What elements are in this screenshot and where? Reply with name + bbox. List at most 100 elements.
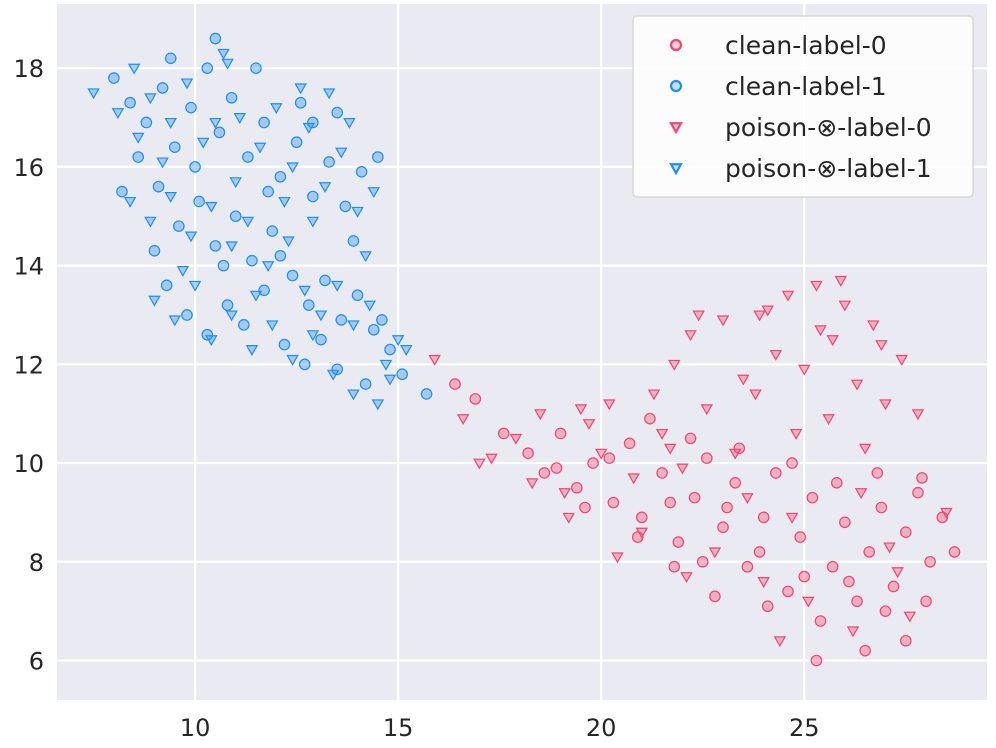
scatter-point-circle — [250, 62, 262, 74]
scatter-point-circle — [168, 141, 181, 153]
scatter-point-circle — [217, 259, 230, 272]
scatter-point-circle — [579, 501, 591, 514]
scatter-point-circle — [164, 52, 177, 65]
scatter-point-triangle — [728, 448, 742, 460]
scatter-point-triangle — [148, 295, 161, 307]
scatter-point-circle — [108, 72, 120, 84]
scatter-point-circle — [339, 200, 352, 213]
legend-label: clean-label-0 — [725, 31, 887, 60]
scatter-point-triangle — [322, 88, 336, 100]
scatter-point-triangle — [773, 636, 787, 648]
scatter-point-triangle — [854, 488, 868, 500]
scatter-point-triangle — [363, 300, 376, 312]
scatter-point-triangle — [180, 78, 194, 90]
scatter-point-circle — [761, 600, 774, 613]
scatter-point-circle — [757, 511, 770, 524]
scatter-point-triangle — [822, 414, 835, 426]
scatter-point-circle — [258, 284, 270, 297]
scatter-point-triangle — [168, 315, 182, 327]
scatter-point-circle — [274, 170, 287, 183]
scatter-point-triangle — [663, 443, 677, 455]
scatter-point-circle — [274, 249, 287, 262]
scatter-point-triangle — [903, 611, 917, 623]
scatter-point-circle — [347, 235, 360, 247]
scatter-point-triangle — [359, 251, 372, 263]
scatter-point-circle — [262, 185, 274, 198]
scatter-point-circle — [294, 96, 307, 109]
scatter-point-circle — [221, 299, 234, 311]
scatter-point-circle — [522, 447, 534, 459]
scatter-point-circle — [367, 323, 380, 336]
scatter-point-circle — [298, 358, 311, 371]
scatter-point-triangle — [87, 88, 100, 100]
scatter-point-circle — [132, 151, 145, 163]
scatter-point-triangle — [858, 443, 872, 455]
scatter-point-triangle — [286, 354, 299, 366]
scatter-point-triangle — [891, 567, 904, 579]
scatter-point-circle — [554, 427, 567, 440]
legend-label: clean-label-1 — [725, 72, 887, 101]
scatter-point-circle — [359, 378, 372, 390]
scatter-point-triangle — [737, 374, 750, 386]
scatter-point-triangle — [785, 512, 799, 524]
scatter-point-circle — [672, 536, 685, 548]
scatter-point-circle — [193, 195, 205, 208]
scatter-point-triangle — [379, 359, 393, 371]
scatter-point-triangle — [456, 414, 470, 426]
scatter-point-triangle — [814, 325, 827, 337]
scatter-point-circle — [246, 254, 258, 267]
scatter-point-circle — [286, 269, 299, 282]
scatter-point-circle — [201, 328, 214, 341]
scatter-point-circle — [449, 378, 461, 390]
scatter-point-circle — [753, 546, 766, 558]
scatter-point-circle — [307, 116, 319, 129]
scatter-point-circle — [810, 654, 823, 667]
scatter-point-triangle — [428, 354, 441, 366]
scatter-point-triangle — [111, 108, 125, 120]
scatter-point-circle — [607, 496, 620, 509]
scatter-point-triangle — [314, 310, 328, 322]
scatter-point-circle — [623, 437, 636, 450]
scatter-point-triangle — [789, 428, 803, 440]
scatter-point-circle — [173, 220, 185, 232]
scatter-point-triangle — [351, 206, 364, 218]
scatter-point-circle — [140, 116, 153, 129]
scatter-point-circle — [696, 555, 709, 568]
scatter-point-circle — [814, 615, 827, 627]
scatter-point-triangle — [144, 216, 157, 228]
scatter-point-circle — [887, 580, 900, 593]
scatter-point-circle — [213, 126, 226, 139]
x-tick-label: 20 — [586, 714, 617, 742]
scatter-point-triangle — [318, 182, 332, 194]
legend-label: poison-⊗-label-1 — [725, 154, 932, 183]
scatter-point-circle — [875, 501, 888, 514]
scatter-point-circle — [323, 156, 335, 168]
x-tick-label: 10 — [180, 714, 211, 742]
scatter-point-circle — [420, 388, 433, 400]
scatter-point-circle — [733, 442, 746, 455]
scatter-point-circle — [278, 338, 291, 351]
scatter-point-triangle — [911, 409, 925, 421]
scatter-point-circle — [229, 210, 242, 223]
x-tick-label: 15 — [383, 714, 414, 742]
scatter-point-circle — [209, 240, 222, 252]
x-tick-label: 25 — [789, 714, 820, 742]
scatter-point-triangle — [298, 285, 311, 297]
legend-marker — [669, 79, 683, 93]
scatter-point-triangle — [241, 216, 255, 228]
scatter-point-triangle — [286, 162, 299, 174]
scatter-point-triangle — [700, 404, 714, 416]
scatter-point-triangle — [574, 404, 588, 416]
y-tick-label: 18 — [13, 55, 44, 83]
scatter-point-triangle — [611, 552, 624, 564]
scatter-point-circle — [355, 166, 368, 178]
scatter-point-triangle — [603, 399, 616, 411]
scatter-point-triangle — [367, 187, 381, 198]
y-tick-label: 14 — [13, 253, 44, 281]
scatter-point-circle — [603, 452, 616, 464]
scatter-point-circle — [843, 575, 855, 588]
scatter-point-triangle — [883, 542, 896, 554]
scatter-point-triangle — [131, 132, 145, 144]
scatter-point-circle — [209, 32, 222, 45]
scatter-point-triangle — [270, 103, 283, 115]
